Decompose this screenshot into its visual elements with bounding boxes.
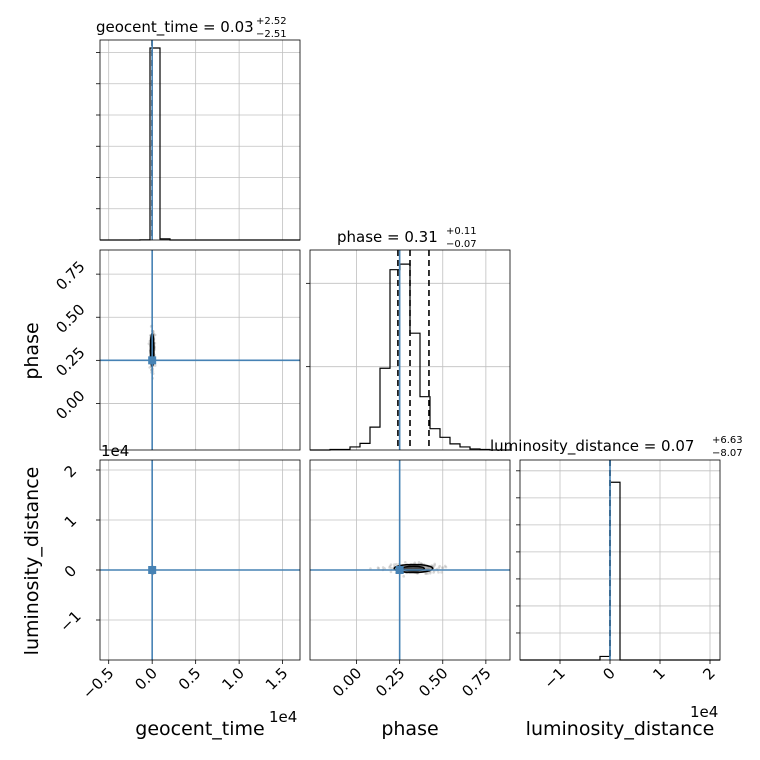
hist-panel-geocent_time xyxy=(96,39,301,241)
sample-point xyxy=(443,564,447,568)
truth-marker xyxy=(148,356,157,365)
title-geocent-time: geocent_time = 0.03 +2.52 −2.51 xyxy=(96,16,287,40)
hist-panel-luminosity_distance xyxy=(516,459,721,661)
panel-layer: −0.5 0.0 0.5 1.0 1.5 0.00 0.25 0.50 0.75 −1 0 1 20.0… xyxy=(52,39,721,703)
sample-point xyxy=(428,571,432,575)
truth-marker xyxy=(395,566,404,574)
title-plus-geocent-time: +2.52 xyxy=(256,16,287,27)
panel-2d-geocent_time-vs-luminosity_distance xyxy=(99,459,301,661)
xtick-label-geocent_time-1: 0.0 xyxy=(131,664,161,694)
sample-point xyxy=(426,572,430,575)
y-axis-label-luminosity-distance: luminosity_distance xyxy=(21,467,43,656)
offset-text-lumi-y: 1e4 xyxy=(101,442,129,460)
x-axis-label-phase: phase xyxy=(381,718,438,740)
ytick-label-phase-2: 0.50 xyxy=(52,301,88,337)
sample-point xyxy=(369,567,372,570)
sample-point xyxy=(437,571,440,574)
sample-point xyxy=(381,566,385,569)
sample-point xyxy=(433,564,436,567)
sample-point xyxy=(388,564,392,568)
ytick-label-phase-3: 0.75 xyxy=(52,257,88,293)
ytick-label-luminosity_distance-1: 0 xyxy=(61,562,80,581)
xtick-label-phase-0: 0.00 xyxy=(329,664,365,700)
sample-point xyxy=(431,564,435,568)
hist-frame-phase xyxy=(309,249,511,451)
xtick-label-luminosity_distance-2: 1 xyxy=(649,664,668,683)
sample-point xyxy=(440,566,444,569)
sample-point xyxy=(433,562,437,566)
hist-step-geocent_time xyxy=(100,47,300,241)
sample-point xyxy=(432,571,435,574)
title-main-geocent-time: geocent_time = 0.03 xyxy=(96,18,254,37)
title-plus-luminosity-distance: +6.63 xyxy=(712,435,743,446)
sample-point xyxy=(413,561,417,565)
sample-point xyxy=(153,333,157,337)
frame-2d-geocent_time-vs-luminosity_distance xyxy=(99,459,301,661)
sample-point xyxy=(388,566,391,569)
sample-point xyxy=(395,562,398,566)
xtick-label-luminosity_distance-3: 2 xyxy=(699,664,718,683)
panel-2d-phase-vs-luminosity_distance xyxy=(309,459,511,661)
title-minus-geocent-time: −2.51 xyxy=(256,29,287,40)
sample-point xyxy=(383,567,386,570)
title-main-phase: phase = 0.31 xyxy=(337,228,438,246)
sample-point xyxy=(376,566,380,570)
sample-point xyxy=(427,566,431,570)
title-luminosity-distance: luminosity_distance = 0.07 +6.63 −8.07 xyxy=(490,435,743,459)
ytick-label-luminosity_distance-0: −1 xyxy=(56,607,84,635)
x-axis-label-geocent-time: geocent_time xyxy=(135,718,264,740)
x-axis-label-luminosity-distance: luminosity_distance xyxy=(526,718,715,740)
xtick-label-luminosity_distance-0: −1 xyxy=(540,664,568,692)
sample-point xyxy=(389,563,393,566)
offset-text-geocent-x: 1e4 xyxy=(269,708,297,726)
title-minus-phase: −0.07 xyxy=(446,239,477,250)
hist-frame-geocent_time xyxy=(99,39,301,241)
offset-text-lumi-x: 1e4 xyxy=(690,703,718,721)
sample-point xyxy=(425,567,428,570)
sample-point xyxy=(148,366,151,369)
panel-2d-geocent_time-vs-phase xyxy=(99,249,301,451)
sample-point xyxy=(437,566,441,570)
sample-point xyxy=(424,572,427,576)
sample-point xyxy=(377,567,380,570)
sample-point xyxy=(153,364,157,367)
sample-point xyxy=(390,566,393,570)
sample-point xyxy=(440,571,443,574)
ytick-label-luminosity_distance-2: 1 xyxy=(61,512,80,531)
sample-point xyxy=(441,566,445,570)
sample-point xyxy=(417,560,421,564)
xtick-label-phase-1: 0.25 xyxy=(372,664,408,700)
title-phase: phase = 0.31 +0.11 −0.07 xyxy=(337,226,477,250)
frame-2d-phase-vs-luminosity_distance xyxy=(309,459,511,661)
sample-point xyxy=(425,572,428,575)
y-axis-label-phase: phase xyxy=(21,322,43,379)
sample-point xyxy=(147,342,151,345)
ytick-label-phase-1: 0.25 xyxy=(52,344,88,380)
frame-2d-geocent_time-vs-phase xyxy=(99,249,301,451)
ytick-label-phase-0: 0.00 xyxy=(52,387,88,423)
sample-point xyxy=(438,564,442,568)
sample-point xyxy=(389,570,393,574)
xtick-label-geocent_time-2: 0.5 xyxy=(175,664,205,694)
truth-marker xyxy=(148,566,157,574)
hist-frame-luminosity_distance xyxy=(519,459,721,661)
sample-point xyxy=(403,560,407,564)
title-main-luminosity-distance: luminosity_distance = 0.07 xyxy=(490,437,694,456)
xtick-label-luminosity_distance-1: 0 xyxy=(599,664,618,683)
xtick-label-geocent_time-4: 1.5 xyxy=(262,664,292,694)
xtick-label-phase-3: 0.75 xyxy=(458,664,494,700)
xtick-label-phase-2: 0.50 xyxy=(415,664,451,700)
sample-point xyxy=(402,575,405,578)
xtick-label-geocent_time-3: 1.0 xyxy=(218,664,248,694)
sample-point xyxy=(393,563,396,566)
title-plus-phase: +0.11 xyxy=(446,226,477,237)
hist-panel-phase xyxy=(306,249,511,451)
title-minus-luminosity-distance: −8.07 xyxy=(712,448,743,459)
ytick-label-luminosity_distance-3: 2 xyxy=(61,462,80,481)
sample-point xyxy=(444,565,448,569)
xtick-label-geocent_time-0: −0.5 xyxy=(79,664,117,702)
